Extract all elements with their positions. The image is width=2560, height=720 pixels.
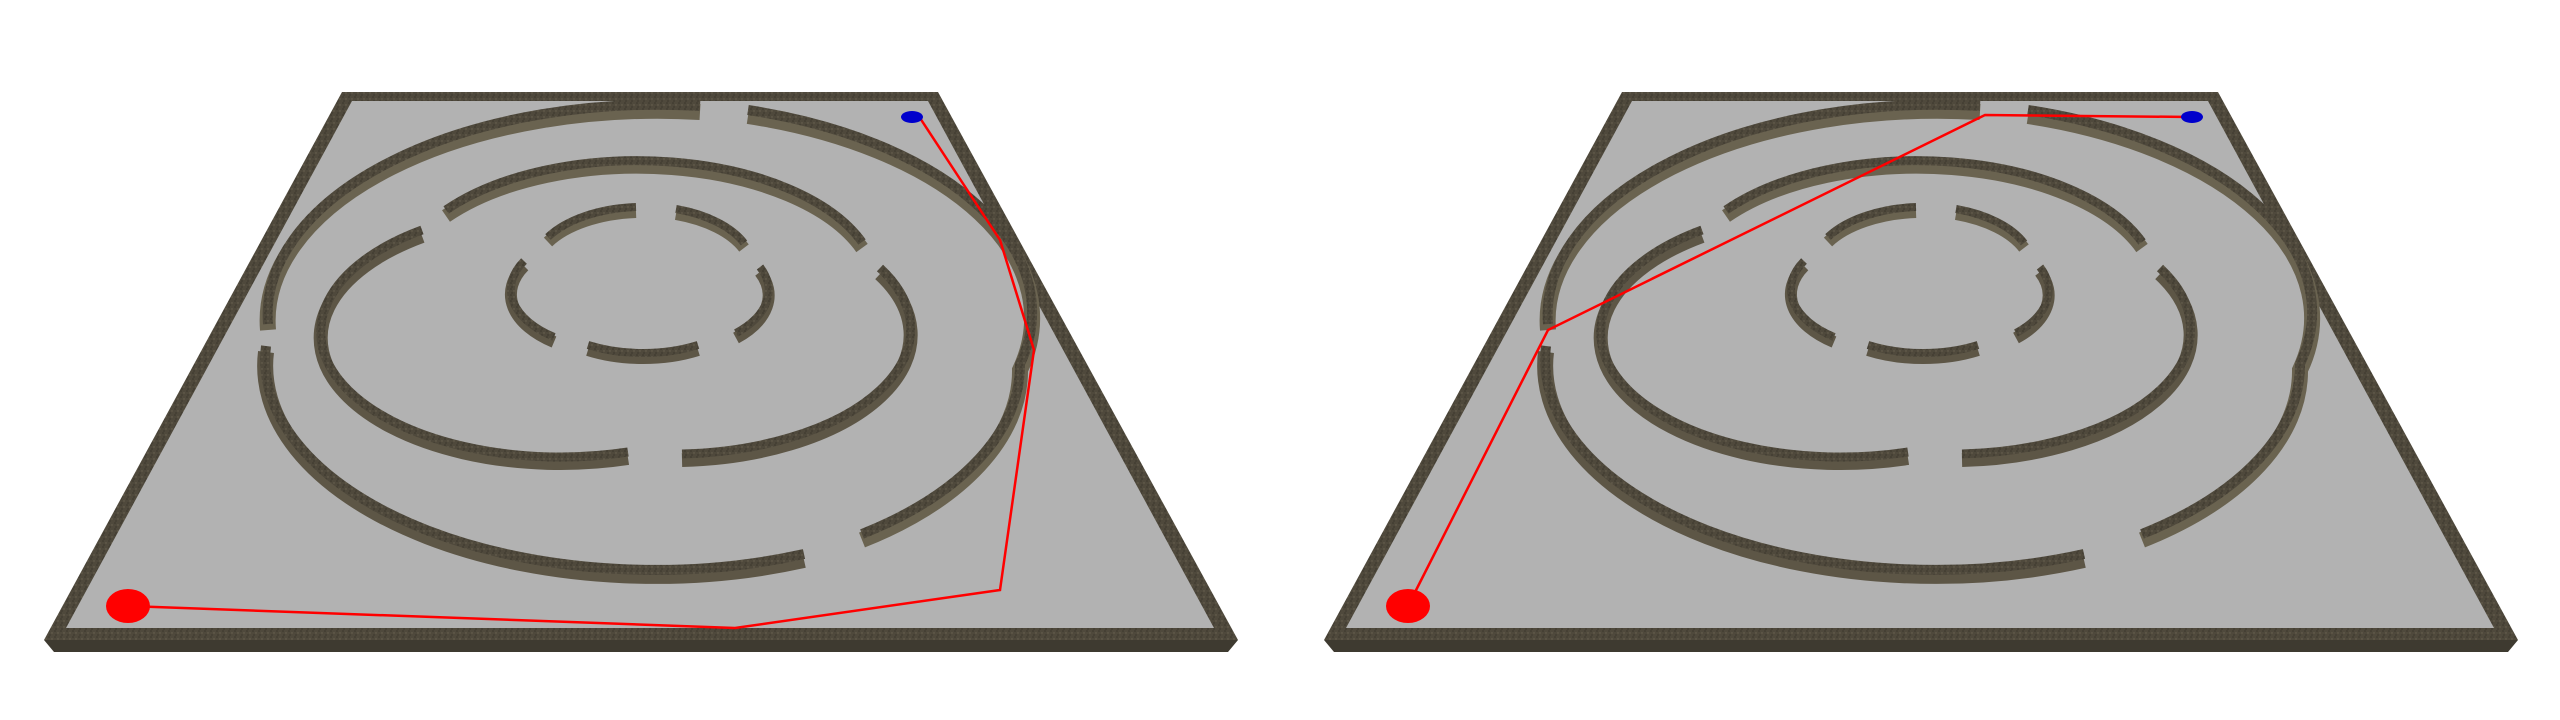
middle-ring-wall [1593, 156, 2198, 470]
goal-marker [901, 111, 923, 123]
maze-floor [66, 101, 1214, 628]
outer-ring-wall [257, 99, 1041, 584]
panel-right [1324, 92, 2518, 652]
start-marker [106, 589, 150, 623]
board-border-front [1324, 640, 2518, 652]
goal-marker [2181, 111, 2203, 123]
solution-path [127, 117, 1036, 630]
maze-floor [1346, 101, 2494, 628]
outer-ring-wall [1537, 99, 2321, 584]
inner-ring-wall [504, 203, 775, 365]
solution-path [1406, 113, 2193, 607]
middle-ring-wall [313, 156, 918, 470]
start-marker [1386, 589, 1430, 623]
inner-ring-wall [1784, 203, 2055, 365]
board-border-front [44, 640, 1238, 652]
panel-left [44, 92, 1238, 652]
